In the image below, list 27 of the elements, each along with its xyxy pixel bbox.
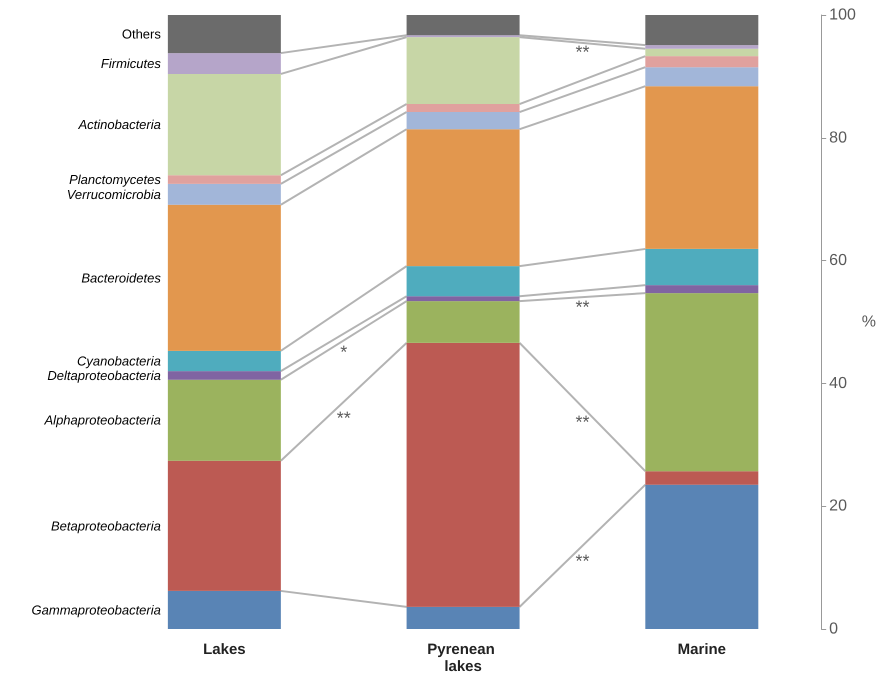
y-axis-title: % bbox=[862, 314, 876, 330]
annotation: ** bbox=[575, 551, 590, 571]
x-tick-label: Lakes bbox=[203, 641, 246, 658]
annotation: ** bbox=[575, 42, 590, 62]
x-tick-label: Marine bbox=[678, 641, 726, 658]
series-label: Betaproteobacteria bbox=[51, 518, 161, 534]
annotation: * bbox=[340, 342, 348, 362]
annotation: ** bbox=[575, 412, 590, 432]
series-label: Firmicutes bbox=[100, 56, 162, 72]
y-tick-label: 100 bbox=[829, 6, 856, 24]
y-tick-label: 0 bbox=[829, 620, 838, 638]
y-tick-label: 20 bbox=[829, 498, 848, 515]
annotation: ** bbox=[575, 297, 590, 317]
series-label: Deltaproteobacteria bbox=[47, 368, 161, 383]
series-label: Actinobacteria bbox=[77, 117, 161, 132]
x-tick-label: Pyrenean lakes bbox=[427, 641, 499, 675]
series-label: Planctomycetes bbox=[69, 172, 162, 188]
series-label: Cyanobacteria bbox=[77, 353, 161, 368]
y-tick-label: 40 bbox=[829, 374, 848, 392]
series-label: Gammaproteobacteria bbox=[32, 602, 161, 618]
annotation: ** bbox=[336, 408, 351, 428]
series-label: Bacteroidetes bbox=[81, 270, 162, 286]
series-label: Alphaproteobacteria bbox=[44, 412, 161, 428]
series-label: Verrucomicrobia bbox=[66, 186, 161, 202]
series-label: Others bbox=[122, 26, 162, 42]
y-tick-label: 60 bbox=[829, 252, 848, 270]
y-tick-label: 80 bbox=[829, 129, 848, 146]
